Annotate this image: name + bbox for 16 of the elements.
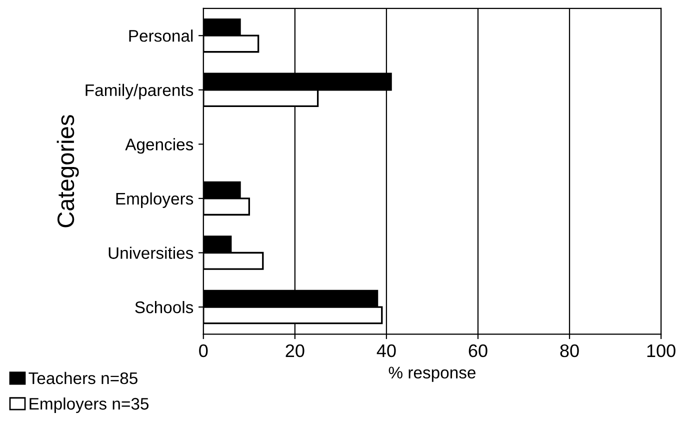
x-tick-label: 100 — [647, 344, 676, 358]
x-tick-label: 60 — [468, 344, 488, 358]
y-tick-label: Employers — [116, 192, 194, 208]
x-tick-label: 0 — [199, 344, 208, 358]
y-tick-label: Universities — [108, 246, 194, 259]
y-tick-label: Schools — [135, 300, 194, 314]
x-tick-label: 80 — [560, 344, 579, 358]
x-tick-label: 20 — [286, 344, 304, 358]
x-axis-title: % response — [388, 366, 476, 382]
legend-label: Employers n=35 — [30, 397, 149, 413]
legend-label: Teachers n=85 — [28, 372, 138, 384]
y-tick-label: Personal — [129, 30, 193, 42]
y-axis-title: Categories — [56, 115, 79, 228]
y-tick-label: Agencies — [125, 138, 194, 154]
y-tick-label: Family/parents — [86, 84, 194, 100]
x-tick-label: 40 — [376, 344, 396, 358]
